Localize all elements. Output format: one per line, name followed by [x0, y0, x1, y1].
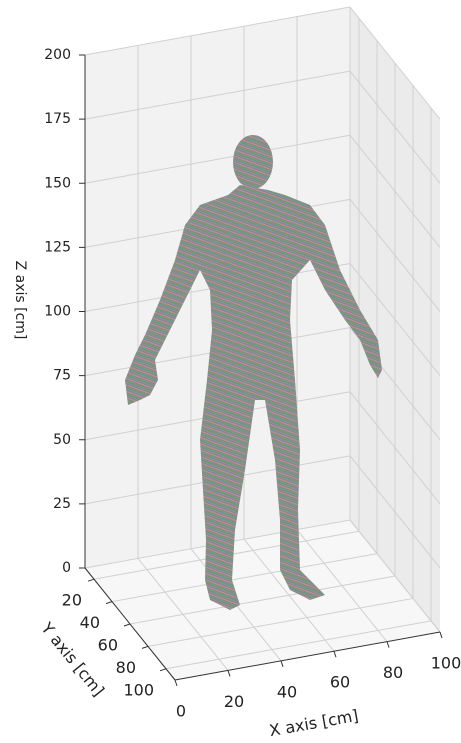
x-tick: [281, 661, 283, 667]
z-tick-label: 150: [44, 175, 71, 191]
x-tick-label: 0: [176, 702, 186, 721]
x-tick: [175, 680, 177, 686]
x-tick-label: 80: [383, 663, 403, 682]
x-tick: [228, 670, 230, 676]
y-tick: [160, 669, 166, 671]
head: [233, 135, 273, 189]
y-tick-label: 40: [80, 613, 100, 632]
x-tick-label: 60: [330, 673, 350, 692]
x-tick-label: 20: [224, 692, 244, 711]
chart: 0 20 40 60 80 100 20 40 60 80 100 0 25 50 75 100 125 150 1…: [0, 0, 461, 743]
z-axis-label: Z axis [cm]: [12, 261, 28, 340]
z-tick-label: 0: [62, 560, 71, 576]
z-tick-label: 200: [44, 47, 71, 63]
z-tick-label: 175: [44, 111, 71, 127]
y-tick-label: 80: [116, 658, 136, 677]
x-tick: [334, 651, 336, 657]
y-tick-label: 100: [123, 680, 154, 699]
x-tick-label: 100: [431, 654, 461, 673]
z-tick-label: 75: [53, 368, 71, 384]
x-tick-label: 40: [277, 682, 297, 701]
y-tick: [88, 579, 94, 581]
y-tick-label: 20: [62, 591, 82, 610]
y-tick: [124, 624, 130, 626]
y-tick: [106, 602, 112, 604]
x-tick: [440, 632, 442, 638]
y-tick-label: 60: [98, 636, 118, 655]
x-tick: [387, 642, 389, 648]
z-tick-label: 100: [44, 304, 71, 320]
y-tick: [142, 646, 148, 648]
z-tick-label: 50: [53, 432, 71, 448]
z-tick-label: 25: [53, 496, 71, 512]
x-axis-label: X axis [cm]: [268, 706, 360, 740]
z-tick-label: 125: [44, 239, 71, 255]
